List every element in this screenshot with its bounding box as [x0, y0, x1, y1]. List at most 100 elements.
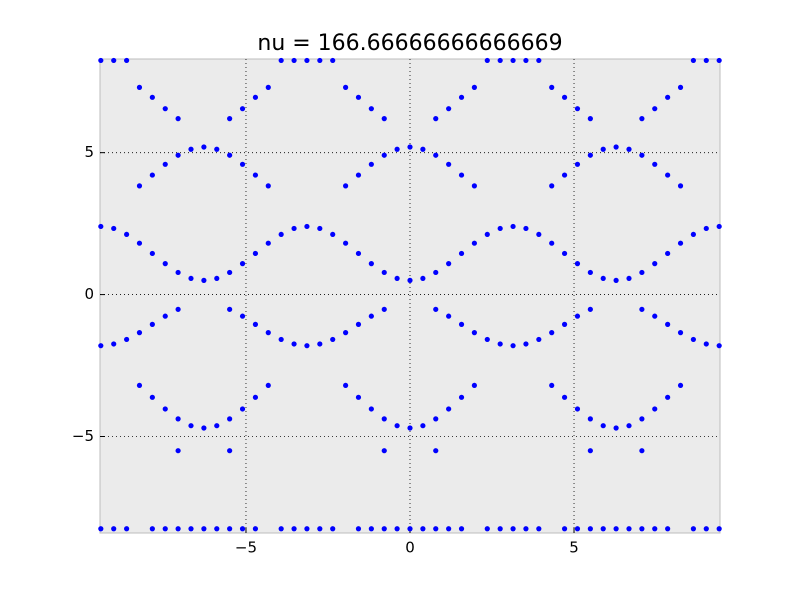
point [317, 225, 323, 232]
point [330, 231, 336, 238]
point [716, 57, 722, 64]
point [484, 57, 490, 64]
point [227, 152, 233, 158]
point [381, 116, 387, 122]
point [574, 106, 581, 112]
point [510, 223, 516, 230]
point [677, 183, 684, 189]
point [355, 321, 362, 327]
point [665, 526, 671, 532]
point [639, 116, 645, 122]
point [330, 336, 336, 343]
point [162, 161, 168, 167]
point [136, 84, 143, 90]
point [394, 526, 400, 532]
point [227, 526, 233, 532]
point [239, 161, 246, 167]
point [690, 336, 696, 343]
point [652, 261, 658, 267]
point [600, 146, 606, 152]
point [536, 231, 542, 238]
point [291, 341, 297, 347]
point [484, 231, 490, 238]
point [497, 57, 503, 64]
point [574, 406, 581, 412]
point [446, 406, 452, 412]
point [188, 423, 194, 429]
point [252, 526, 259, 532]
point [343, 183, 349, 189]
point [549, 183, 555, 189]
point [317, 526, 323, 532]
point [690, 526, 696, 532]
point [227, 116, 233, 122]
point [652, 406, 658, 412]
point [433, 448, 439, 454]
point [561, 526, 568, 532]
point [446, 261, 452, 267]
point [355, 172, 362, 178]
point [252, 394, 259, 400]
point [446, 161, 452, 167]
point [677, 330, 684, 336]
point [227, 306, 233, 312]
point [98, 223, 104, 230]
point [677, 84, 684, 90]
point [600, 423, 606, 429]
point [420, 423, 426, 429]
point [716, 526, 722, 532]
point [162, 313, 168, 319]
point [446, 526, 452, 532]
point [677, 382, 684, 389]
point [703, 225, 709, 232]
point [124, 526, 130, 532]
point [252, 321, 259, 327]
point [355, 526, 362, 532]
point [175, 416, 181, 422]
point [626, 423, 632, 429]
point [265, 330, 271, 336]
point [265, 240, 271, 246]
point [652, 106, 658, 112]
point [381, 416, 387, 422]
point [587, 306, 593, 312]
point [175, 526, 181, 532]
point [201, 425, 207, 431]
y-tick-label: −5 [72, 427, 94, 445]
point [381, 152, 387, 158]
point [291, 526, 297, 532]
point [98, 57, 104, 64]
point [227, 416, 233, 422]
point [343, 240, 349, 246]
point [265, 382, 271, 389]
point [252, 94, 259, 100]
point [458, 250, 465, 257]
point [201, 526, 207, 532]
point [703, 341, 709, 347]
point [175, 448, 181, 454]
point [368, 261, 374, 267]
point [652, 313, 658, 319]
point [214, 423, 220, 429]
point [239, 313, 246, 319]
point [433, 416, 439, 422]
point [381, 526, 387, 532]
point [381, 269, 387, 276]
point [420, 146, 426, 152]
point [317, 341, 323, 347]
point [600, 526, 606, 532]
point [510, 343, 516, 349]
point [549, 382, 555, 389]
point [639, 152, 645, 158]
point [368, 106, 374, 112]
point [98, 526, 104, 532]
point [536, 336, 542, 343]
point [278, 336, 284, 343]
point [304, 526, 310, 532]
point [652, 161, 658, 167]
point [136, 183, 143, 189]
point [587, 526, 593, 532]
point [536, 57, 542, 64]
point [458, 394, 465, 400]
point [214, 526, 220, 532]
